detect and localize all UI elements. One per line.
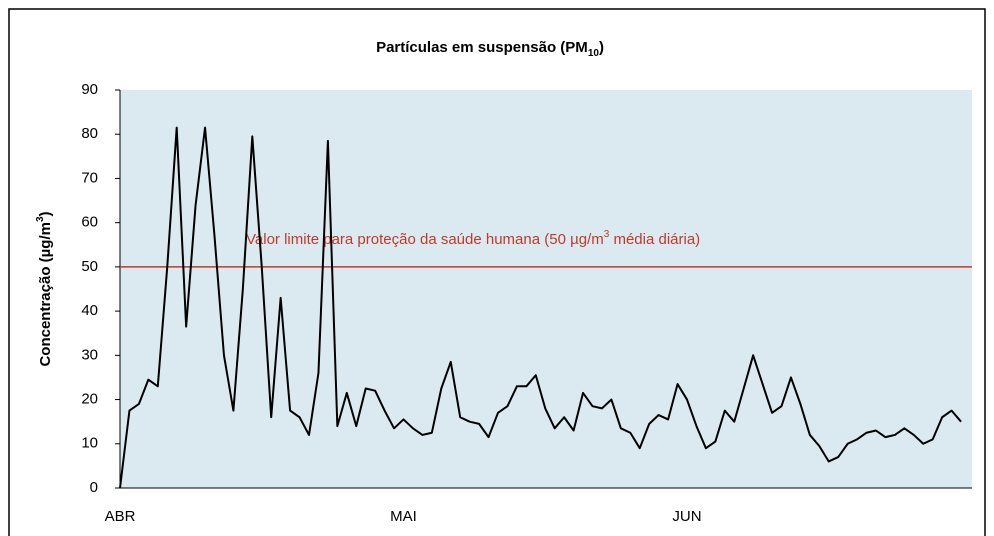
y-tick-label: 60 [81,214,98,231]
y-tick-label: 20 [81,391,98,408]
title-text: Partículas em suspensão (PM [376,39,588,56]
y-tick-label: 70 [81,169,98,186]
y-tick-label: 90 [81,81,98,98]
y-axis-label: Concentração (µg/m3) [35,211,54,366]
plot-area [120,90,972,488]
y-tick-label: 40 [81,302,98,319]
title-text: ) [599,39,604,56]
y-label-text: Concentração (µg/m [37,222,54,367]
limit-label-text: média diária) [609,231,700,248]
y-label-text: ) [37,211,54,216]
limit-label-superscript: 3 [604,229,610,240]
limit-label-text: Valor limite para proteção da saúde huma… [246,231,604,248]
limit-label: Valor limite para proteção da saúde huma… [246,229,700,248]
y-tick-label: 80 [81,125,98,142]
title-subscript: 10 [588,48,600,59]
x-tick-label: JUN [672,508,701,525]
y-tick-label: 50 [81,258,98,275]
y-tick-label: 0 [90,479,98,496]
y-tick-label: 10 [81,435,98,452]
x-tick-label: ABR [105,508,136,525]
chart-title: Partículas em suspensão (PM10) [376,39,604,59]
data-line [119,126,962,489]
y-label-superscript: 3 [35,216,46,222]
y-tick-label: 30 [81,346,98,363]
x-tick-label: MAI [390,508,417,525]
